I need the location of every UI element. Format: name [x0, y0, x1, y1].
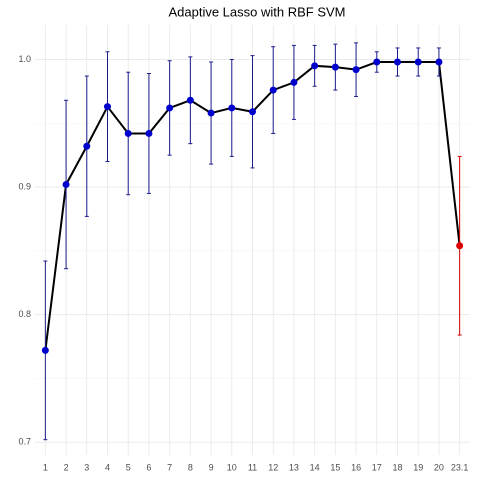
- point: [414, 58, 422, 66]
- y-tick-label: 0.7: [18, 437, 31, 447]
- x-tick-label: 8: [188, 462, 193, 472]
- chart-title: Adaptive Lasso with RBF SVM: [168, 4, 345, 19]
- x-tick-label: 11: [248, 462, 257, 472]
- point: [269, 86, 277, 94]
- point: [104, 103, 111, 111]
- point: [166, 104, 174, 112]
- y-tick-label: 0.8: [18, 309, 31, 319]
- x-tick-label: 17: [372, 462, 382, 472]
- point: [373, 58, 381, 66]
- x-tick-label: 15: [330, 462, 340, 472]
- x-tick-label: 7: [167, 462, 172, 472]
- x-tick-label: 5: [126, 462, 131, 472]
- point: [331, 63, 339, 71]
- point: [207, 109, 215, 117]
- x-tick-label: 2: [64, 462, 69, 472]
- x-tick-label: 14: [310, 462, 320, 472]
- x-tick-label: 3: [84, 462, 89, 472]
- y-tick-label: 1.0: [18, 54, 31, 64]
- point: [124, 129, 132, 137]
- x-tick-label: 9: [209, 462, 214, 472]
- x-tick-label: 10: [227, 462, 237, 472]
- point: [249, 108, 256, 116]
- point: [62, 180, 70, 188]
- point: [394, 58, 401, 66]
- point: [83, 142, 91, 150]
- x-tick-label: 18: [392, 462, 402, 472]
- point: [290, 78, 298, 86]
- point: [311, 62, 319, 70]
- point: [228, 104, 236, 112]
- point: [435, 58, 443, 66]
- point: [352, 66, 360, 74]
- x-tick-label: 20: [434, 462, 444, 472]
- point: [41, 346, 49, 354]
- point: [456, 242, 464, 250]
- x-tick-label: 12: [268, 462, 278, 472]
- x-tick-label: 19: [413, 462, 423, 472]
- x-tick-label: 13: [289, 462, 299, 472]
- point: [186, 96, 194, 104]
- x-tick-label: 1: [43, 462, 48, 472]
- x-tick-label: 23.1: [451, 462, 469, 472]
- y-tick-label: 0.9: [18, 181, 31, 191]
- point: [145, 129, 153, 137]
- x-tick-label: 16: [351, 462, 361, 472]
- x-tick-label: 4: [105, 462, 110, 472]
- x-tick-label: 6: [146, 462, 151, 472]
